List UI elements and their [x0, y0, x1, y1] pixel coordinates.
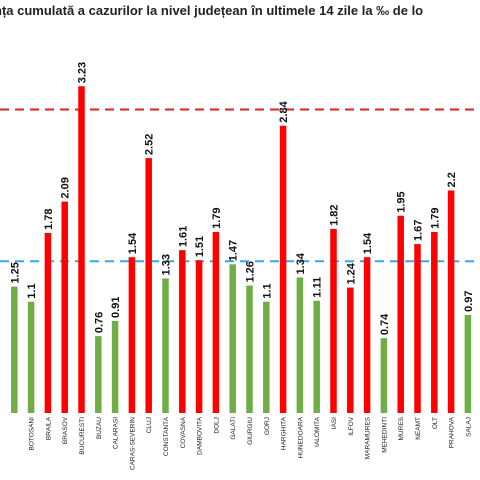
bar	[279, 125, 287, 413]
bar	[397, 215, 404, 413]
chart-title: nța cumulată a cazurilor la nivel județe…	[0, 3, 423, 18]
category-label: DAMBOVITA	[197, 416, 204, 454]
bar	[246, 285, 253, 413]
bar	[78, 86, 85, 414]
value-label: 1.82	[329, 204, 341, 225]
category-label: IALOMITA	[314, 416, 321, 447]
value-label: 1.47	[228, 240, 240, 261]
value-labels: 1.25 1.1 1.78 2.09 3.23 0.76 0.91 1.54 2.52 1.33 1…	[9, 62, 475, 335]
bar	[44, 232, 52, 413]
bar	[212, 231, 220, 413]
category-label: HARGHITA	[281, 416, 288, 450]
bar	[195, 260, 203, 413]
category-label: NEAMT	[415, 417, 422, 440]
value-label: 1.95	[396, 191, 408, 212]
value-label: 1.33	[161, 254, 173, 275]
bar	[347, 287, 354, 413]
bar	[145, 158, 152, 413]
bar	[363, 257, 371, 413]
category-label: COVASNA	[180, 416, 187, 448]
value-label: 1.67	[413, 220, 425, 241]
category-label: GALATI	[230, 417, 237, 440]
reference-lines	[0, 108, 480, 263]
value-label: 2.84	[278, 100, 290, 122]
category-label: BUCURESTI	[79, 417, 86, 455]
value-label: 1.1	[261, 283, 273, 298]
category-label: SALAJ	[465, 417, 472, 437]
value-label: 1.54	[127, 232, 139, 254]
bar	[229, 264, 236, 413]
bar	[162, 278, 169, 413]
bar	[128, 257, 136, 413]
bars	[11, 86, 472, 414]
value-label: 2.09	[60, 177, 72, 198]
category-label: CONSTANTA	[163, 416, 170, 456]
category-label: MARAMURES	[365, 416, 372, 459]
value-label: 1.1	[26, 283, 38, 298]
category-label: CLUJ	[146, 417, 153, 433]
value-label: 0.76	[93, 312, 105, 333]
category-label: HUNEDOARA	[297, 416, 304, 458]
bar	[447, 190, 455, 413]
category-labels: BOTOSANI BRAILA BRASOV BUCURESTI BUZAU CALARA…	[29, 416, 473, 470]
bar	[330, 228, 337, 413]
value-label: 2.52	[144, 134, 156, 155]
bar	[431, 231, 438, 413]
value-label: 2.2	[446, 172, 458, 187]
category-label: GIURGIU	[247, 417, 254, 445]
value-label: 0.74	[379, 313, 391, 335]
category-label: MEHEDINTI	[381, 417, 388, 453]
bar	[95, 336, 102, 413]
value-label: 1.61	[177, 226, 189, 247]
category-label: CALARASI	[113, 417, 120, 449]
value-label: 1.79	[211, 208, 223, 229]
value-label: 1.34	[295, 252, 307, 274]
bar	[27, 301, 35, 413]
category-label: GORJ	[264, 417, 271, 435]
bar	[313, 300, 320, 413]
bar	[380, 338, 388, 413]
bar	[179, 250, 186, 413]
category-label: PRAHOVA	[449, 416, 456, 448]
value-label: 1.24	[345, 262, 357, 284]
value-label: 0.97	[463, 290, 475, 311]
category-label: IASI	[331, 417, 338, 429]
bar	[464, 314, 472, 413]
value-label: 1.26	[245, 261, 257, 282]
value-label: 1.25	[9, 262, 21, 283]
value-label: 1.51	[194, 236, 206, 257]
category-label: OLT	[432, 417, 439, 429]
bar	[263, 301, 270, 413]
value-label: 3.23	[77, 62, 89, 83]
category-label: BRAILA	[45, 416, 52, 440]
value-label: 1.78	[43, 209, 55, 230]
category-label: BRASOV	[62, 416, 69, 444]
value-label: 1.11	[312, 277, 324, 298]
category-label: MURES	[398, 416, 405, 440]
bar	[414, 244, 421, 413]
value-label: 0.91	[110, 297, 122, 318]
category-label: BOTOSANI	[29, 417, 36, 451]
category-label: DOLJ	[213, 417, 220, 434]
value-label: 1.79	[429, 208, 441, 229]
bar	[111, 320, 119, 413]
category-label: CARAS-SEVERIN	[129, 417, 136, 470]
value-label: 1.54	[362, 232, 374, 254]
category-label: ILFOV	[348, 416, 355, 435]
bar	[11, 286, 18, 413]
category-label: BUZAU	[96, 417, 103, 439]
bar	[61, 201, 68, 413]
bar	[296, 277, 304, 413]
